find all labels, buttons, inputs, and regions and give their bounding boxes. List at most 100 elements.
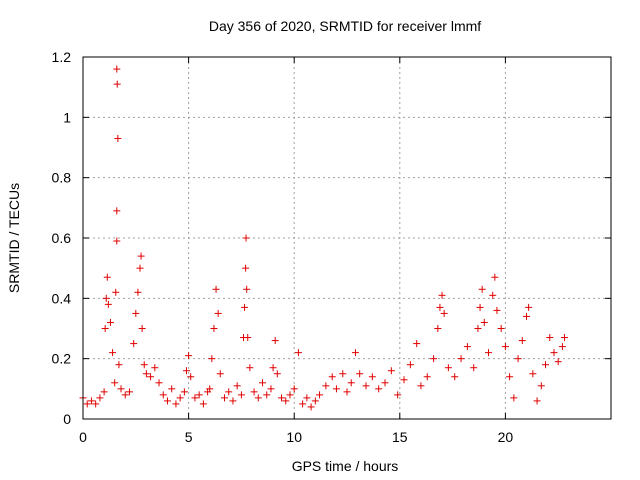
data-point	[225, 388, 233, 396]
data-point	[87, 397, 95, 405]
data-point	[351, 349, 359, 357]
data-point	[434, 325, 442, 332]
data-point	[180, 388, 188, 396]
data-point	[278, 394, 286, 402]
data-point	[242, 264, 250, 272]
data-point	[112, 288, 120, 296]
data-point	[101, 325, 109, 332]
y-tick-label: 0.2	[52, 351, 72, 367]
data-point	[356, 370, 364, 378]
data-point	[243, 285, 251, 293]
data-point	[282, 397, 290, 405]
data-point	[542, 361, 550, 369]
y-tick-label: 1.2	[52, 49, 72, 65]
data-point	[103, 273, 111, 281]
data-point	[125, 388, 133, 396]
data-point	[470, 364, 478, 372]
data-point	[307, 403, 315, 411]
data-point	[423, 373, 431, 381]
data-point	[199, 400, 207, 408]
data-point	[267, 385, 275, 393]
data-point	[491, 273, 499, 281]
points-layer	[79, 65, 569, 411]
data-point	[501, 343, 509, 351]
data-point	[151, 364, 159, 372]
data-point	[394, 391, 402, 399]
data-point	[113, 65, 121, 73]
data-point	[100, 388, 108, 396]
data-point	[155, 379, 163, 387]
data-point	[493, 306, 501, 314]
data-point	[316, 391, 324, 399]
data-point	[463, 343, 471, 351]
data-point	[134, 288, 142, 296]
data-point	[497, 325, 505, 332]
data-point	[457, 355, 465, 363]
data-point	[332, 385, 340, 393]
data-point	[444, 364, 452, 372]
data-point	[271, 337, 279, 345]
data-point	[106, 318, 114, 326]
data-point	[114, 134, 122, 142]
data-point	[436, 303, 444, 311]
data-point	[130, 340, 138, 348]
data-point	[518, 337, 526, 345]
data-point	[478, 285, 486, 293]
data-point	[109, 349, 117, 357]
data-point	[430, 355, 438, 363]
y-tick-label: 0.4	[52, 290, 72, 306]
x-axis-label: GPS time / hours	[292, 458, 399, 474]
data-point	[195, 391, 203, 399]
data-point	[269, 364, 277, 372]
data-point	[250, 388, 258, 396]
data-point	[172, 400, 180, 408]
data-point	[244, 334, 252, 342]
data-point	[546, 334, 554, 342]
data-point	[290, 385, 298, 393]
data-point	[216, 370, 224, 378]
data-point	[506, 373, 514, 381]
data-point	[191, 394, 199, 402]
x-tick-label: 0	[79, 429, 87, 445]
data-point	[387, 367, 395, 375]
data-point	[343, 388, 351, 396]
data-point	[561, 334, 569, 342]
data-point	[136, 264, 144, 272]
data-point	[102, 294, 110, 302]
x-tick-label: 10	[286, 429, 302, 445]
data-point	[438, 291, 446, 299]
data-point	[182, 367, 190, 375]
y-tick-label: 0	[63, 411, 71, 427]
data-point	[113, 207, 121, 215]
data-point	[132, 309, 140, 317]
data-point	[489, 291, 497, 299]
data-point	[233, 382, 241, 390]
data-point	[417, 382, 425, 390]
data-point	[115, 361, 123, 369]
plot-frame	[82, 56, 612, 420]
data-point	[537, 382, 545, 390]
data-point	[117, 385, 125, 393]
data-point	[185, 352, 193, 360]
data-point	[375, 385, 383, 393]
data-point	[514, 355, 522, 363]
data-point	[322, 382, 330, 390]
x-tick-label: 5	[185, 429, 193, 445]
chart-title: Day 356 of 2020, SRMTID for receiver lmm…	[209, 18, 481, 34]
data-point	[413, 340, 421, 348]
data-point	[140, 361, 148, 369]
y-tick-label: 0.8	[52, 170, 72, 186]
data-point	[237, 391, 245, 399]
data-point	[533, 397, 541, 405]
data-point	[294, 349, 302, 357]
data-point	[406, 361, 414, 369]
data-point	[208, 355, 216, 363]
data-point	[299, 400, 307, 408]
y-tick-label: 1	[63, 109, 71, 125]
data-point	[176, 394, 184, 402]
data-point	[554, 358, 562, 366]
data-point	[92, 400, 100, 408]
data-point	[163, 397, 171, 405]
data-point	[147, 373, 155, 381]
tick-labels-layer: 0 5 10 15 20 0 0.2 0.4 0.6 0.8 1 1.2	[52, 49, 514, 445]
